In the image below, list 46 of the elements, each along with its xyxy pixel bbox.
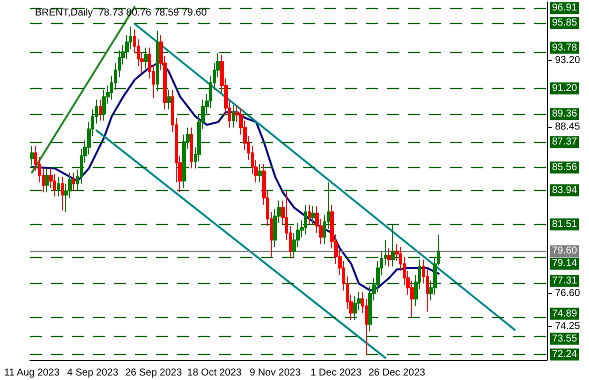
ref-line-label: 77.31 — [552, 275, 578, 286]
ref-line-label: 79.60 — [552, 246, 578, 257]
ref-line-label: 91.20 — [552, 82, 578, 94]
ref-line-label: 89.36 — [552, 108, 578, 120]
candlestick — [304, 204, 307, 235]
candlestick — [391, 224, 395, 268]
candlestick — [57, 176, 60, 197]
x-tick-label: 9 Nov 2023 — [250, 368, 302, 378]
candlestick — [190, 127, 193, 169]
y-tick-label: 74.25 — [555, 320, 580, 332]
y-tick-label: 88.45 — [555, 121, 580, 132]
ref-line-label: 83.94 — [552, 184, 578, 196]
x-tick-label: 26 Dec 2023 — [368, 368, 426, 378]
candlestick — [232, 104, 235, 128]
y-tick-label: 93.20 — [555, 54, 580, 66]
candlestick — [258, 164, 262, 183]
x-tick-label: 4 Sep 2023 — [67, 368, 119, 378]
ref-line-label: 96.91 — [552, 2, 578, 14]
candlestick — [167, 89, 171, 110]
candlestick — [353, 296, 357, 320]
candlestick — [156, 30, 159, 92]
candlestick — [311, 206, 315, 226]
ref-line-label: 87.37 — [552, 136, 578, 148]
candlestick — [45, 168, 49, 193]
ref-line-label: 73.55 — [552, 333, 578, 344]
candlestick — [144, 47, 148, 70]
x-tick-label: 11 Aug 2023 — [4, 368, 60, 378]
ref-line-label: 85.56 — [552, 162, 578, 174]
y-tick-label: 76.60 — [555, 288, 580, 299]
candlestick — [72, 172, 75, 192]
x-tick-label: 1 Dec 2023 — [310, 368, 362, 378]
ref-line-label: 72.24 — [552, 349, 578, 360]
ref-line-label: 74.89 — [552, 308, 578, 320]
ref-line-label: 81.51 — [552, 218, 578, 230]
candlestick — [308, 204, 311, 226]
candlestick — [102, 89, 106, 122]
candlestick — [387, 248, 391, 268]
line-series — [30, 60, 440, 292]
ref-line-label: 79.14 — [552, 258, 578, 270]
x-tick-label: 18 Oct 2023 — [187, 368, 242, 378]
x-tick-label: 26 Sep 2023 — [125, 368, 182, 378]
ref-line-label: 93.78 — [552, 42, 578, 54]
candlestick — [30, 145, 34, 166]
ref-line-label: 95.85 — [552, 18, 578, 29]
candlestick — [99, 99, 102, 122]
candlestick — [61, 176, 64, 211]
